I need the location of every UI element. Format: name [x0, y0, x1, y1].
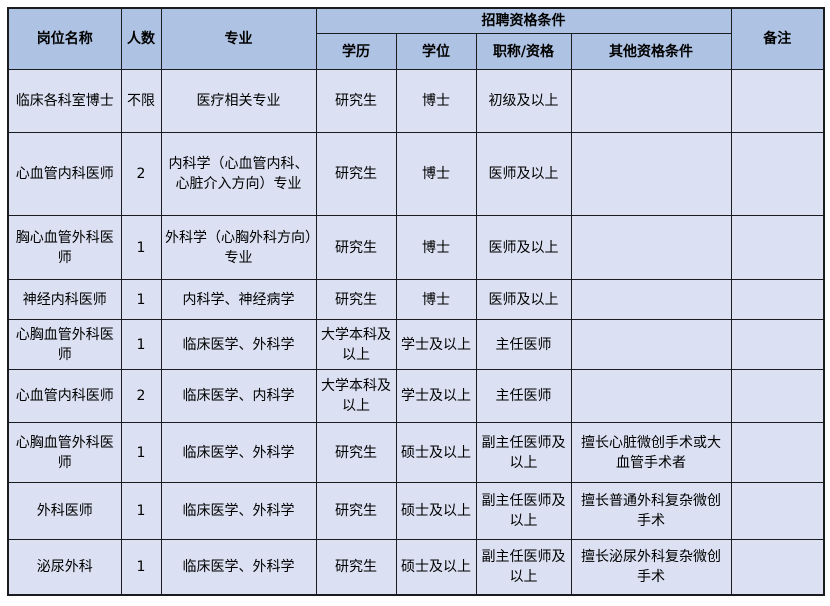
cell-major: 临床医学、外科学 [160, 539, 317, 596]
cell-count: 1 [120, 482, 162, 541]
cell-education: 研究生 [315, 539, 397, 596]
cell-major: 外科学（心胸外科方向）专业 [160, 215, 317, 281]
cell-education: 大学本科及以上 [315, 369, 397, 424]
cell-title: 医师及以上 [475, 215, 572, 281]
cell-count: 1 [120, 422, 162, 484]
cell-major: 内科学（心血管内科、心脏介入方向）专业 [160, 132, 317, 217]
cell-remarks [730, 132, 825, 217]
cell-position: 临床各科室博士 [7, 69, 122, 134]
cell-position: 心血管内科医师 [7, 132, 122, 217]
cell-position: 心血管内科医师 [7, 369, 122, 424]
table-row: 神经内科医师 1 内科学、神经病学 研究生 博士 医师及以上 [7, 279, 825, 321]
cell-other: 擅长泌尿外科复杂微创手术 [570, 539, 732, 596]
cell-education: 研究生 [315, 69, 397, 134]
cell-title: 主任医师 [475, 369, 572, 424]
cell-title: 主任医师 [475, 319, 572, 371]
cell-position: 神经内科医师 [7, 279, 122, 321]
cell-title: 医师及以上 [475, 279, 572, 321]
table-row: 心胸血管外科医师 1 临床医学、外科学 研究生 硕士及以上 副主任医师及以上 擅长心脏微创手… [7, 422, 825, 484]
cell-degree: 博士 [395, 215, 477, 281]
cell-remarks [730, 319, 825, 371]
table-header: 岗位名称 人数 专业 招聘资格条件 备注 学历 学位 职称/资格 其他资格条件 [7, 7, 825, 71]
cell-major: 医疗相关专业 [160, 69, 317, 134]
cell-other: 擅长普通外科复杂微创手术 [570, 482, 732, 541]
cell-degree: 硕士及以上 [395, 422, 477, 484]
cell-education: 研究生 [315, 482, 397, 541]
table-row: 胸心血管外科医师 1 外科学（心胸外科方向）专业 研究生 博士 医师及以上 [7, 215, 825, 281]
cell-count: 1 [120, 215, 162, 281]
cell-education: 大学本科及以上 [315, 319, 397, 371]
cell-title: 副主任医师及以上 [475, 539, 572, 596]
cell-major: 临床医学、外科学 [160, 319, 317, 371]
cell-other [570, 369, 732, 424]
cell-count: 2 [120, 369, 162, 424]
cell-remarks [730, 539, 825, 596]
cell-title: 医师及以上 [475, 132, 572, 217]
cell-major: 临床医学、外科学 [160, 422, 317, 484]
cell-education: 研究生 [315, 422, 397, 484]
cell-major: 临床医学、内科学 [160, 369, 317, 424]
cell-position: 心胸血管外科医师 [7, 319, 122, 371]
column-header-qualifications-group: 招聘资格条件 [315, 7, 732, 35]
cell-other [570, 319, 732, 371]
cell-remarks [730, 422, 825, 484]
cell-remarks [730, 369, 825, 424]
cell-degree: 博士 [395, 279, 477, 321]
cell-major: 内科学、神经病学 [160, 279, 317, 321]
cell-other [570, 69, 732, 134]
cell-education: 研究生 [315, 279, 397, 321]
cell-degree: 学士及以上 [395, 369, 477, 424]
column-header-education: 学历 [315, 33, 397, 71]
cell-remarks [730, 482, 825, 541]
cell-other [570, 215, 732, 281]
cell-position: 心胸血管外科医师 [7, 422, 122, 484]
table-row: 心血管内科医师 2 内科学（心血管内科、心脏介入方向）专业 研究生 博士 医师及以上 [7, 132, 825, 217]
cell-degree: 博士 [395, 132, 477, 217]
cell-remarks [730, 69, 825, 134]
header-row-sub: 学历 学位 职称/资格 其他资格条件 [8, 33, 824, 71]
cell-count: 1 [120, 319, 162, 371]
cell-title: 副主任医师及以上 [475, 482, 572, 541]
table-body: 临床各科室博士 不限 医疗相关专业 研究生 博士 初级及以上 心血管内科医师 2 内科学（心血管… [7, 69, 825, 596]
table-row: 心胸血管外科医师 1 临床医学、外科学 大学本科及以上 学士及以上 主任医师 [7, 319, 825, 371]
cell-degree: 硕士及以上 [395, 482, 477, 541]
cell-position: 外科医师 [7, 482, 122, 541]
cell-remarks [730, 279, 825, 321]
column-header-count: 人数 [120, 7, 162, 71]
cell-education: 研究生 [315, 132, 397, 217]
cell-other [570, 132, 732, 217]
cell-count: 不限 [120, 69, 162, 134]
cell-position: 胸心血管外科医师 [7, 215, 122, 281]
header-row-group: 岗位名称 人数 专业 招聘资格条件 备注 [7, 7, 825, 71]
cell-count: 1 [120, 279, 162, 321]
recruitment-table: 岗位名称 人数 专业 招聘资格条件 备注 学历 学位 职称/资格 其他资格条件 … [7, 7, 825, 596]
cell-title: 初级及以上 [475, 69, 572, 134]
cell-education: 研究生 [315, 215, 397, 281]
column-header-title: 职称/资格 [475, 33, 572, 71]
column-header-degree: 学位 [395, 33, 477, 71]
cell-other [570, 279, 732, 321]
cell-degree: 博士 [395, 69, 477, 134]
cell-degree: 学士及以上 [395, 319, 477, 371]
cell-title: 副主任医师及以上 [475, 422, 572, 484]
table-row: 临床各科室博士 不限 医疗相关专业 研究生 博士 初级及以上 [7, 69, 825, 134]
cell-remarks [730, 215, 825, 281]
cell-count: 1 [120, 539, 162, 596]
cell-other: 擅长心脏微创手术或大血管手术者 [570, 422, 732, 484]
cell-position: 泌尿外科 [7, 539, 122, 596]
column-header-major: 专业 [160, 7, 317, 71]
table-row: 心血管内科医师 2 临床医学、内科学 大学本科及以上 学士及以上 主任医师 [7, 369, 825, 424]
cell-degree: 硕士及以上 [395, 539, 477, 596]
column-header-other: 其他资格条件 [570, 33, 732, 71]
cell-count: 2 [120, 132, 162, 217]
table-row: 泌尿外科 1 临床医学、外科学 研究生 硕士及以上 副主任医师及以上 擅长泌尿外科复杂微创手… [7, 539, 825, 596]
cell-major: 临床医学、外科学 [160, 482, 317, 541]
column-header-position: 岗位名称 [7, 7, 122, 71]
table-row: 外科医师 1 临床医学、外科学 研究生 硕士及以上 副主任医师及以上 擅长普通外科复杂微创手… [7, 482, 825, 541]
column-header-remarks: 备注 [730, 7, 825, 71]
